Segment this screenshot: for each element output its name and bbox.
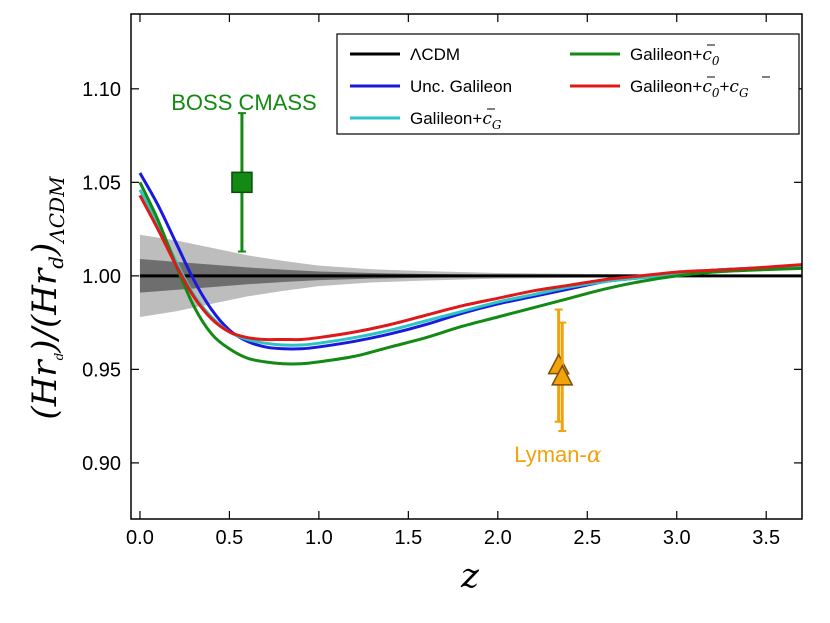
marker-lyman-2 bbox=[550, 364, 574, 386]
x-tick-label: 0.5 bbox=[216, 527, 244, 549]
y-tick-label: 0.90 bbox=[82, 453, 121, 475]
x-tick-label: 2.5 bbox=[573, 527, 601, 549]
y-tick-label: 1.05 bbox=[82, 172, 121, 194]
legend-label-unc-galileon: Unc. Galileon bbox=[410, 77, 512, 96]
x-tick-label: 1.0 bbox=[305, 527, 333, 549]
axes: 0.0 0.5 1.0 1.5 2.0 2.5 3.0 3.5 0.90 0.95 1.00 1.05… bbox=[82, 13, 803, 549]
legend-label-galileon-c0-cg: Galileon+c0+cG bbox=[630, 77, 749, 100]
plot-area bbox=[138, 112, 802, 433]
legend: ΛCDM Unc. Galileon Galileon+cG Galileon+… bbox=[336, 33, 800, 135]
x-tick-label: 3.5 bbox=[752, 527, 780, 549]
annotation-lyman-alpha: Lyman-α bbox=[514, 442, 602, 468]
y-tick-label: 0.95 bbox=[82, 359, 121, 381]
y-tick-label: 1.10 bbox=[82, 79, 121, 101]
legend-label-lcdm: ΛCDM bbox=[410, 45, 460, 64]
x-axis-label: z bbox=[460, 556, 480, 596]
x-tick-label: 1.5 bbox=[394, 527, 422, 549]
y-tick-label: 1.00 bbox=[82, 266, 121, 288]
legend-label-galileon-cg: Galileon+cG bbox=[410, 109, 502, 132]
plot-frame bbox=[130, 13, 803, 520]
line-galileon-c0-cg bbox=[138, 194, 802, 342]
x-tick-label: 0.0 bbox=[126, 527, 154, 549]
legend-label-galileon-c0: Galileon+c0 bbox=[630, 45, 720, 68]
x-tick-label: 2.0 bbox=[484, 527, 512, 549]
y-axis-label: (Hrd)/(Hrd)ΛCDM bbox=[25, 176, 69, 420]
x-tick-label: 3.0 bbox=[663, 527, 691, 549]
legend-box bbox=[336, 33, 800, 135]
marker-boss bbox=[231, 171, 253, 194]
plot-inner bbox=[138, 112, 802, 433]
line-galileon-c0 bbox=[138, 181, 802, 366]
annotation-boss-cmass: BOSS CMASS bbox=[171, 90, 316, 115]
